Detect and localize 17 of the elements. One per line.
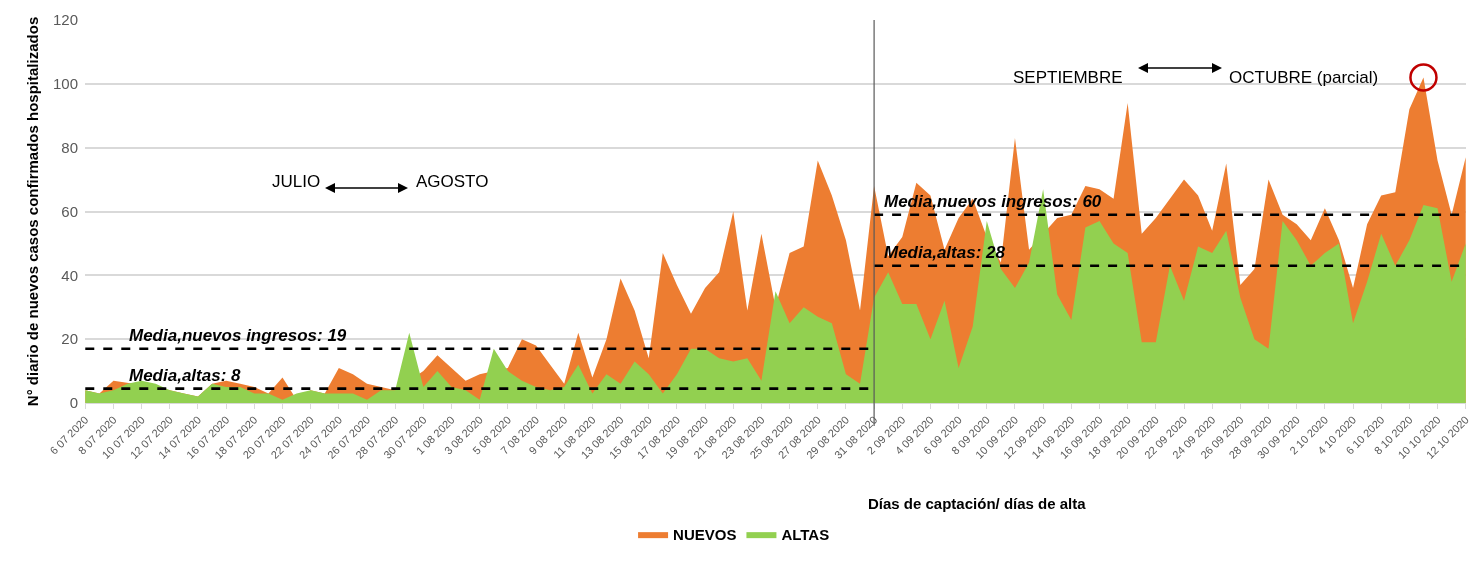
legend-label: NUEVOS [673, 526, 737, 543]
annotation: SEPTIEMBRE [1013, 68, 1123, 87]
x-axis-title: Días de captación/ días de alta [868, 495, 1087, 512]
y-tick-label: 120 [52, 11, 78, 29]
annotation: AGOSTO [416, 172, 489, 191]
legend-label: ALTAS [781, 526, 830, 543]
y-axis-title: N° diario de nuevos casos confirmados hospitalizados [24, 16, 42, 407]
annotation: JULIO [272, 172, 321, 191]
y-tick-label: 20 [61, 330, 78, 348]
annotation: OCTUBRE (parcial) [1229, 68, 1379, 87]
series-label: Media,altas: 8 [129, 366, 242, 385]
series-label: Media,nuevos ingresos: 19 [129, 326, 347, 345]
y-tick-label: 80 [61, 138, 78, 156]
y-tick-label: 40 [61, 266, 78, 284]
y-tick-label: 0 [69, 394, 78, 412]
y-tick-label: 100 [52, 75, 78, 93]
y-tick-label: 60 [61, 202, 78, 220]
